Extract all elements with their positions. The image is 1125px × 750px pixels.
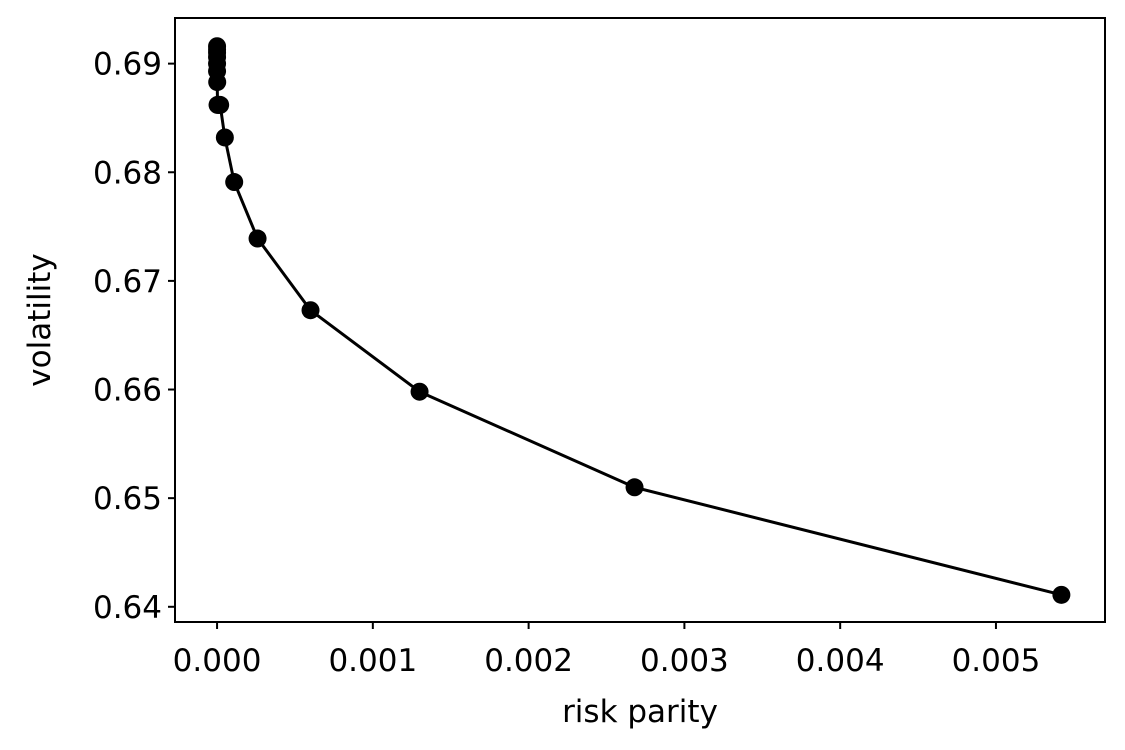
series-line <box>215 46 1062 597</box>
data-point <box>301 301 320 320</box>
y-tick-label: 0.67 <box>93 264 162 300</box>
data-point <box>410 382 429 401</box>
x-tick-label: 0.005 <box>952 643 1041 679</box>
y-tick-label: 0.68 <box>93 155 162 191</box>
data-point <box>248 229 267 248</box>
axis-layer: 0.000 0.001 0.002 0.003 0.004 0.005 0.64 0.65 0.… <box>93 47 1040 679</box>
x-tick-label: 0.003 <box>640 643 729 679</box>
y-tick-label: 0.65 <box>93 481 162 517</box>
data-point <box>208 73 227 92</box>
data-point <box>225 173 244 192</box>
data-point <box>215 128 234 147</box>
y-tick-label: 0.64 <box>93 590 162 626</box>
y-tick-label: 0.66 <box>93 373 162 409</box>
x-tick-label: 0.002 <box>484 643 573 679</box>
data-point <box>625 478 644 497</box>
y-axis-title: volatility <box>22 253 58 386</box>
x-axis-title: risk parity <box>562 694 718 730</box>
x-tick-label: 0.000 <box>173 643 262 679</box>
data-point <box>1052 585 1071 604</box>
data-point <box>211 95 230 114</box>
y-tick-label: 0.69 <box>93 47 162 83</box>
plot-layer <box>208 37 1071 604</box>
plot-frame <box>174 17 1106 623</box>
x-tick-label: 0.001 <box>328 643 417 679</box>
x-tick-label: 0.004 <box>796 643 885 679</box>
